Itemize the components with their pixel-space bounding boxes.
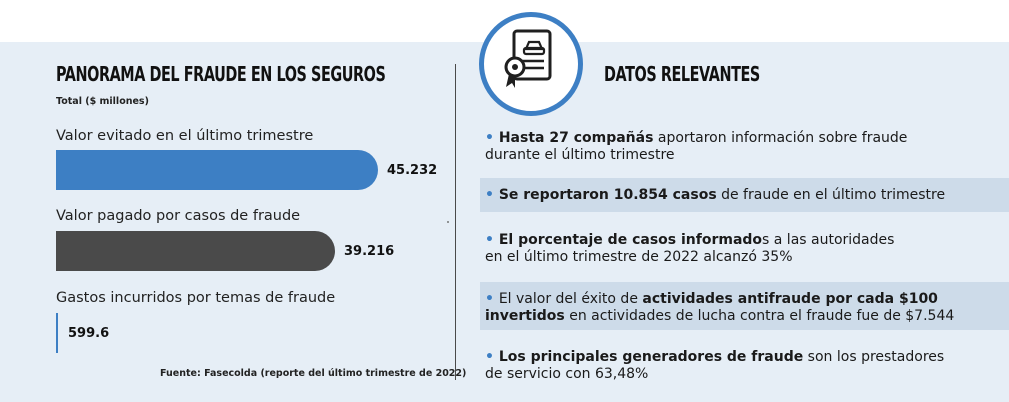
fact-text-run: Los principales generadores de fraude: [498, 349, 804, 365]
fact-text-run: Se reportaron 10.854 casos: [498, 187, 717, 203]
chart-source: Fuente: Fasecolda (reporte del último tr…: [160, 368, 467, 379]
bullet-icon: •: [485, 291, 499, 307]
stray-dot: [447, 221, 449, 223]
fact-text-run: El porcentaje de casos informado: [498, 232, 763, 248]
fact-item-2: • Se reportaron 10.854 casos de fraude e…: [485, 187, 985, 204]
fact-band-2: [480, 178, 1009, 212]
fact-text-run: actividades antifraude por cada $100 inv…: [485, 291, 938, 324]
bullet-icon: •: [485, 130, 499, 146]
fact-text-run: Hasta 27 compañás: [498, 130, 654, 146]
fact-item-4: • El valor del éxito de actividades anti…: [485, 291, 985, 325]
chart-subtitle: Total ($ millones): [56, 96, 149, 107]
fact-text-run: de fraude en el último trimestre: [716, 187, 946, 203]
fact-text-run: aportaron información sobre fraude duran…: [485, 130, 908, 163]
fact-band-4: [480, 282, 1009, 330]
bullet-icon: •: [485, 187, 499, 203]
category-label: Gastos incurridos por temas de fraude: [56, 290, 336, 306]
bar: [56, 150, 378, 190]
document-car-certificate-icon-graphic: [504, 29, 552, 88]
bar-value-label: 45.232: [387, 163, 438, 178]
bar: [56, 313, 58, 353]
facts-title: DATOS RELEVANTES: [604, 62, 760, 86]
fact-text-run: s a las autoridades en el último trimest…: [485, 232, 895, 265]
fact-item-5: • Los principales generadores de fraude …: [485, 349, 945, 383]
fact-item-3: • El porcentaje de casos informados a la…: [485, 232, 905, 266]
document-car-certificate-icon: [479, 12, 583, 116]
fact-text-run: en actividades de lucha contra el fraude…: [564, 308, 955, 324]
bar-value-label: 39.216: [344, 244, 395, 259]
bar: [56, 231, 335, 271]
chart-title: PANORAMA DEL FRAUDE EN LOS SEGUROS: [56, 62, 386, 86]
bullet-icon: •: [485, 349, 499, 365]
bar-value-label: 599.6: [68, 326, 110, 341]
category-label: Valor pagado por casos de fraude: [56, 208, 301, 224]
bullet-icon: •: [485, 232, 499, 248]
category-label: Valor evitado en el último trimestre: [56, 128, 314, 144]
fact-item-1: • Hasta 27 compañás aportaron informació…: [485, 130, 915, 164]
fact-text-run: El valor del éxito de: [498, 291, 643, 307]
column-divider: [455, 64, 456, 380]
fact-text-run: son los prestadores de servicio con 63,4…: [485, 349, 945, 382]
